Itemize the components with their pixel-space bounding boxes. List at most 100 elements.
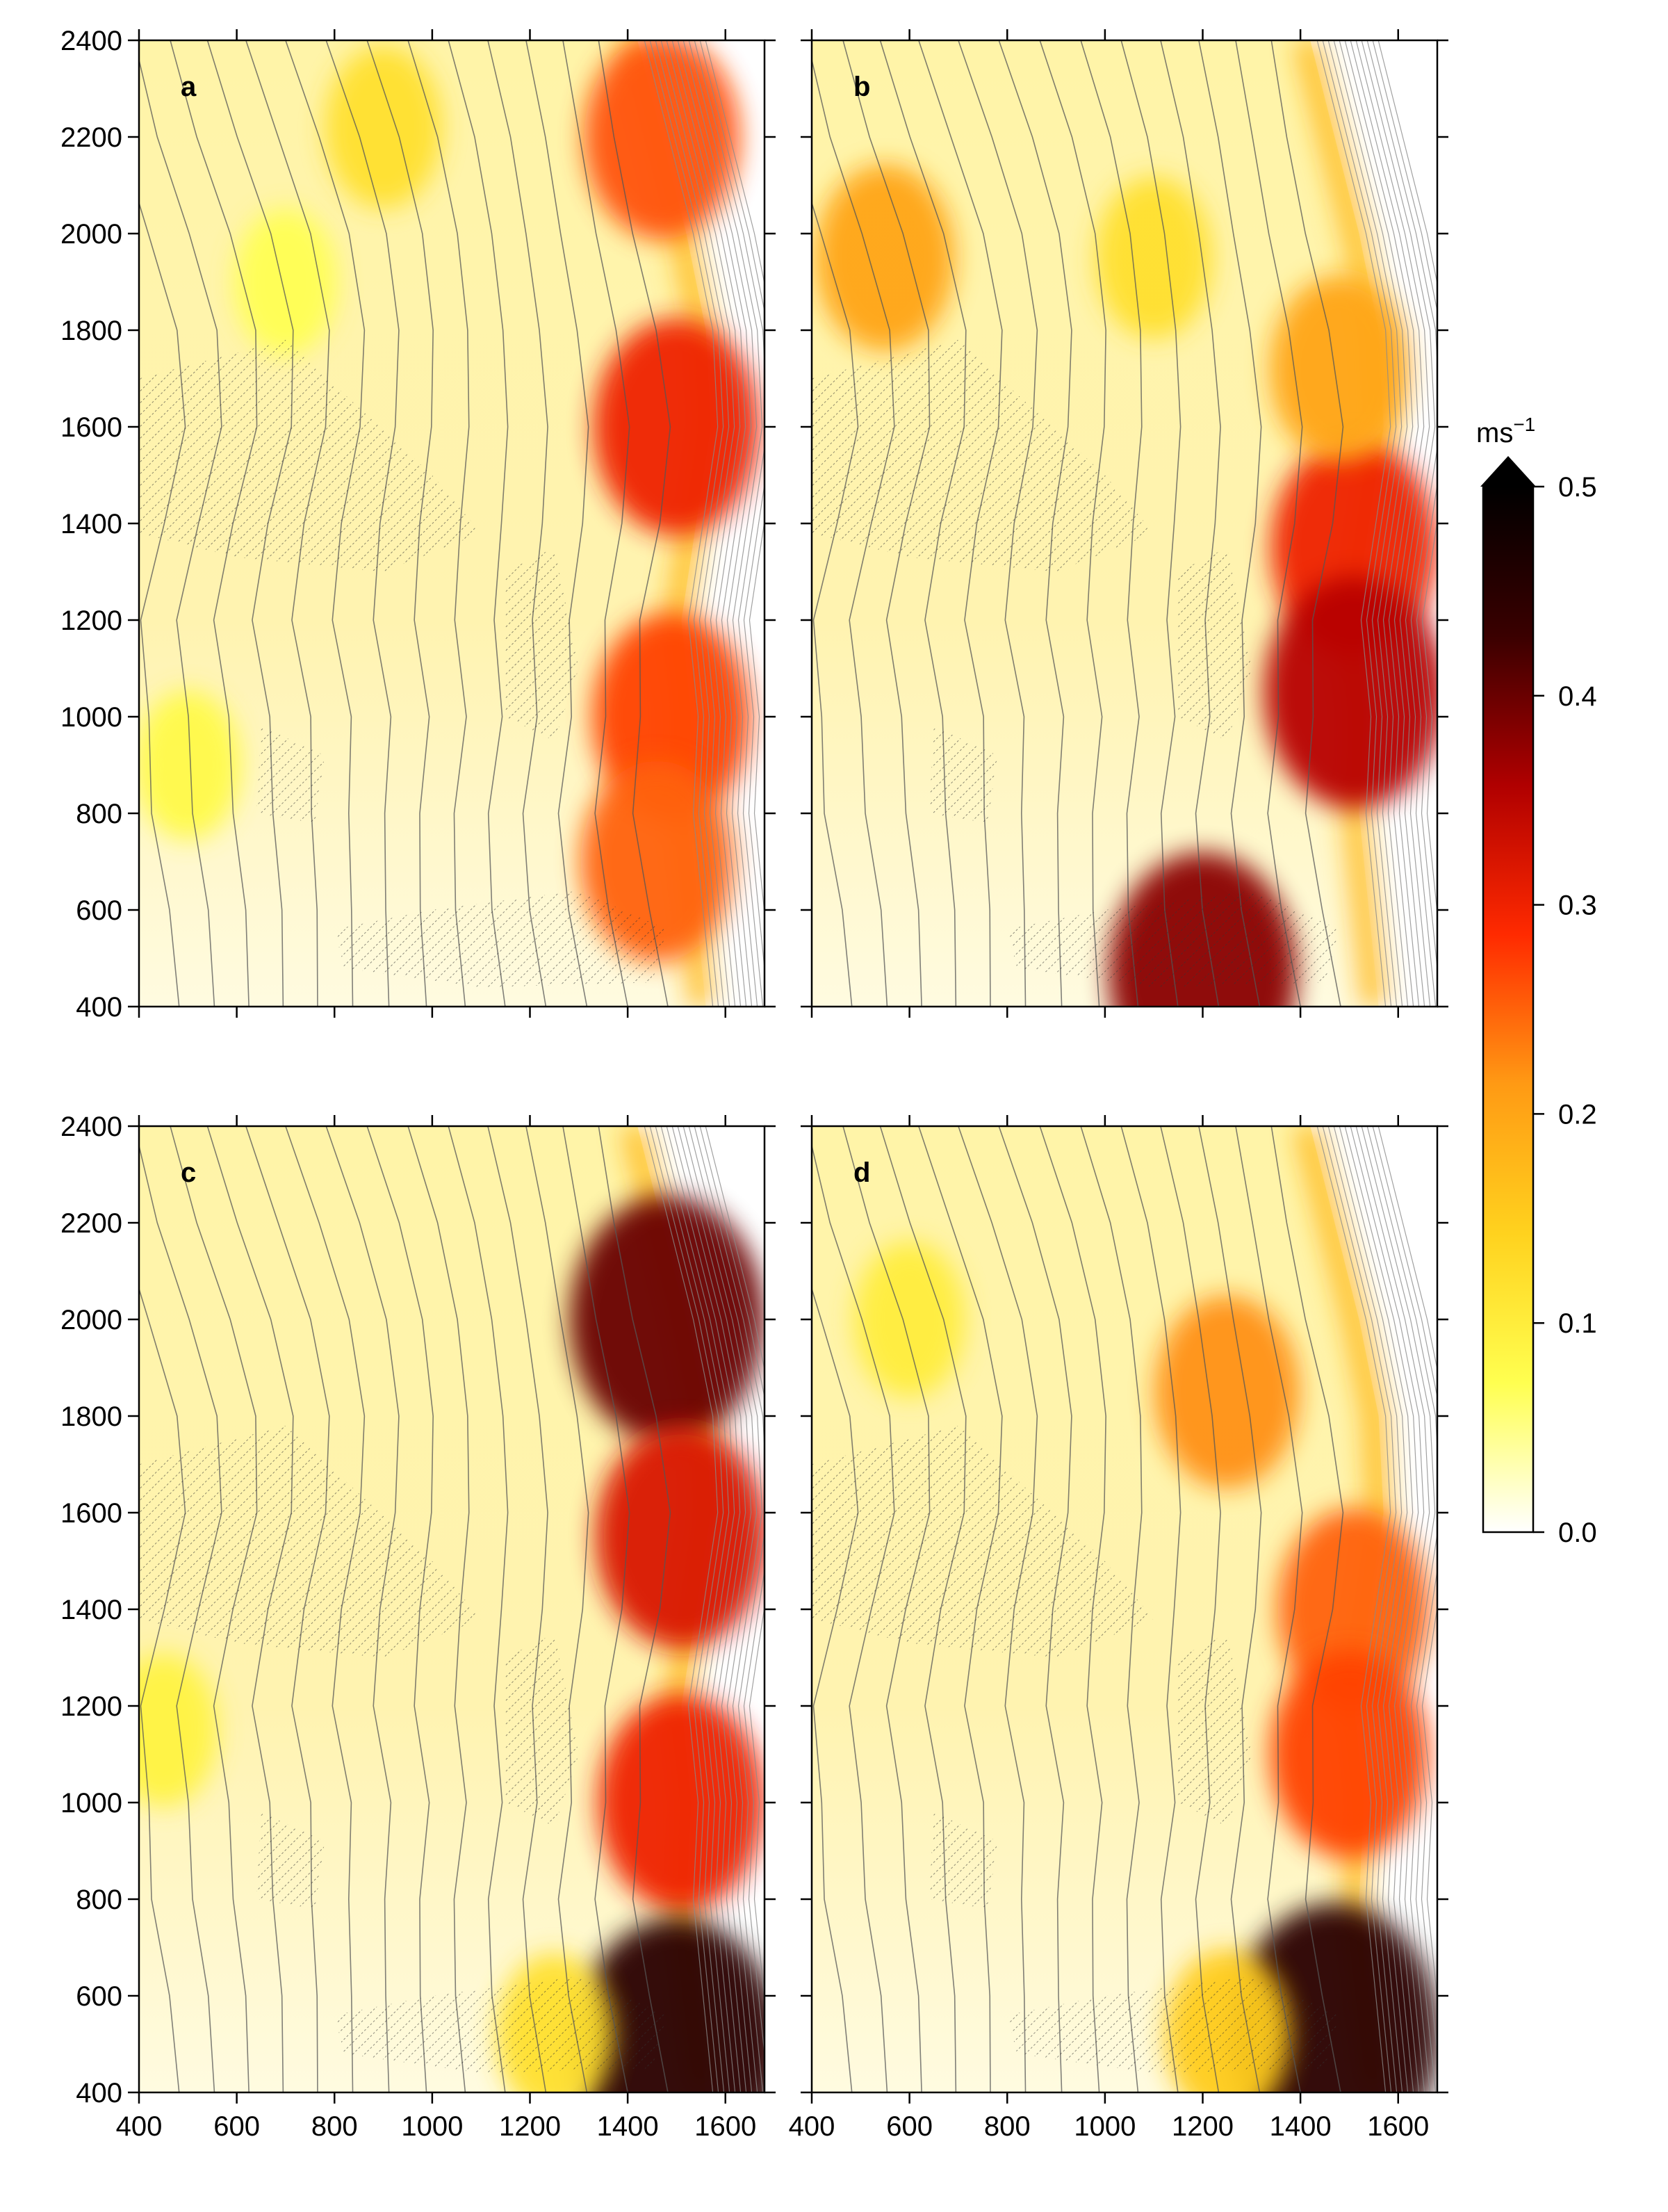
panel-label: c — [181, 1157, 196, 1188]
shelf-contour — [1316, 1126, 1391, 2092]
bathymetry-contour — [1270, 40, 1344, 1007]
y-tick-label: 1800 — [60, 1401, 122, 1432]
y-tick-label: 1400 — [60, 509, 122, 539]
shelf-contour — [671, 1126, 746, 2092]
velocity-feature — [1154, 1295, 1300, 1488]
shelf-contour — [1333, 1126, 1408, 2092]
bathymetry-contour — [487, 40, 548, 1007]
velocity-feature — [584, 40, 740, 240]
significance-hatch — [256, 1812, 325, 1909]
significance-hatch — [334, 891, 667, 988]
x-tick-label: 400 — [789, 2111, 835, 2142]
shelf-contour — [699, 1126, 764, 2058]
shelf-contour — [1366, 1126, 1437, 2092]
x-tick-label: 1400 — [597, 2111, 659, 2142]
velocity-feature — [325, 46, 442, 209]
shelf-contour — [1366, 40, 1437, 1007]
shelf-contour — [649, 40, 724, 1007]
shelf-contour — [688, 40, 763, 1007]
y-tick-label: 1600 — [60, 412, 122, 443]
panels: 400 600 800 1000 1200 1400 1600 1800 2000 2200 240… — [60, 26, 1448, 2142]
significance-hatch — [929, 726, 998, 823]
y-tick-label: 600 — [76, 895, 122, 926]
y-tick-label: 1600 — [60, 1498, 122, 1529]
bathymetry-contour — [448, 40, 509, 1007]
shelf-contour — [1355, 1126, 1430, 2092]
significance-hatch — [139, 1425, 482, 1658]
bathymetry-contour — [1270, 1126, 1344, 2092]
significance-hatch — [334, 1976, 667, 2074]
bathymetry-contour — [525, 1126, 589, 2092]
shelf-contour — [671, 40, 746, 1007]
shelf-contour — [682, 40, 758, 1007]
bathymetry-contour — [1235, 40, 1303, 1007]
shelf-contour — [1361, 40, 1436, 1007]
y-tick-label: 800 — [76, 1885, 122, 1915]
shelf-contour — [655, 1126, 730, 2092]
panel-d: 400 600 800 1000 1200 1400 1600 d — [789, 1115, 1448, 2142]
velocity-feature — [234, 209, 337, 355]
shelf-contour — [666, 1126, 741, 2092]
velocity-feature — [569, 1196, 764, 1443]
significance-hatch — [1007, 1976, 1340, 2074]
shelf-contour — [1322, 1126, 1397, 2092]
y-tick-label: 1000 — [60, 702, 122, 733]
shelf-contour — [1344, 1126, 1419, 2092]
shelf-contour — [1327, 40, 1403, 1007]
velocity-feature — [598, 1694, 764, 1911]
bathymetry-contour — [562, 40, 630, 1007]
bathymetry-contour — [1160, 40, 1221, 1007]
velocity-feature — [1270, 275, 1409, 462]
shelf-contour — [1322, 40, 1397, 1007]
panel-b: b — [801, 29, 1448, 1018]
y-tick-label: 2200 — [60, 122, 122, 153]
velocity-feature — [1095, 177, 1213, 339]
shelf-contour — [1333, 40, 1408, 1007]
bathymetry-contour — [1120, 40, 1182, 1007]
unit-base: ms — [1476, 418, 1513, 448]
shelf-contour — [682, 1126, 758, 2092]
shelf-contour — [1316, 40, 1391, 1007]
significance-hatch — [1178, 1633, 1252, 1827]
bathymetry-contour — [525, 40, 589, 1007]
x-tick-label: 1600 — [1367, 2111, 1429, 2142]
x-tick-label: 1200 — [499, 2111, 561, 2142]
y-tick-label: 600 — [76, 1981, 122, 2012]
colorbar-tick-label: 0.3 — [1558, 891, 1597, 921]
panel-a: 400 600 800 1000 1200 1400 1600 1800 2000 2200 240… — [60, 26, 776, 1023]
x-tick-label: 1200 — [1172, 2111, 1234, 2142]
panel-label: b — [853, 72, 870, 102]
y-tick-label: 2200 — [60, 1208, 122, 1239]
significance-hatch — [256, 726, 325, 823]
colorbar-bar — [1482, 485, 1535, 1534]
shelf-contour — [644, 40, 719, 1007]
velocity-feature — [139, 690, 241, 840]
y-tick-label: 1200 — [60, 605, 122, 636]
shelf-contour — [1339, 1126, 1414, 2092]
velocity-feature — [593, 318, 760, 535]
y-tick-label: 1400 — [60, 1595, 122, 1625]
x-tick-label: 800 — [311, 2111, 358, 2142]
bathymetry-contour — [598, 40, 671, 1007]
significance-hatch — [505, 547, 579, 741]
bathymetry-contour — [487, 1126, 548, 2092]
shelf-contour — [666, 40, 741, 1007]
colorbar-unit-label: ms−1 — [1476, 414, 1535, 448]
bathymetry-contour — [1198, 1126, 1262, 2092]
panel-label: d — [853, 1157, 870, 1188]
velocity-feature — [1264, 576, 1437, 809]
colorbar-tick-label: 0.2 — [1558, 1099, 1597, 1130]
shelf-contour — [655, 40, 730, 1007]
velocity-feature — [1270, 1650, 1429, 1858]
panel-c: 400 600 800 1000 1200 1400 1600 400 600 800 1000 12… — [60, 1112, 776, 2142]
shelf-contour — [699, 40, 764, 973]
y-tick-label: 2400 — [60, 26, 122, 56]
shelf-contour — [1344, 40, 1419, 1007]
y-tick-label: 1000 — [60, 1788, 122, 1819]
y-tick-label: 2400 — [60, 1112, 122, 1142]
bathymetry-contour — [562, 1126, 630, 2092]
shelf-contour — [1327, 1126, 1403, 2092]
colorbar-extend-arrow — [1480, 456, 1536, 487]
velocity-feature — [815, 164, 955, 351]
